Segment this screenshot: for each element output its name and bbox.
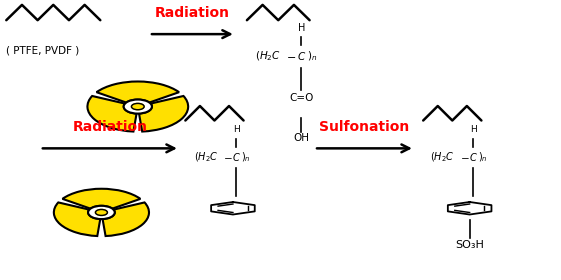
- Text: H: H: [233, 125, 240, 134]
- Text: Radiation: Radiation: [72, 120, 148, 134]
- Text: H: H: [297, 23, 305, 33]
- Text: SO₃H: SO₃H: [455, 240, 484, 250]
- Text: $)_n$: $)_n$: [478, 150, 488, 164]
- Text: Radiation: Radiation: [155, 6, 230, 20]
- Text: $-$: $-$: [459, 152, 469, 162]
- Text: $)_n$: $)_n$: [241, 150, 251, 164]
- Text: $(H_2C$: $(H_2C$: [430, 150, 455, 164]
- Wedge shape: [139, 96, 188, 132]
- Circle shape: [89, 206, 114, 219]
- Wedge shape: [54, 202, 100, 236]
- Wedge shape: [103, 202, 149, 236]
- Text: H: H: [470, 125, 476, 134]
- Circle shape: [95, 209, 107, 215]
- Text: ( PTFE, PVDF ): ( PTFE, PVDF ): [6, 45, 80, 55]
- Text: Sulfonation: Sulfonation: [319, 120, 410, 134]
- Circle shape: [125, 100, 151, 113]
- Text: C=O: C=O: [289, 93, 314, 103]
- Text: $C$: $C$: [232, 151, 241, 163]
- Text: OH: OH: [293, 133, 309, 143]
- Text: $-$: $-$: [223, 152, 232, 162]
- Text: $(H_2C$: $(H_2C$: [255, 50, 281, 63]
- Wedge shape: [62, 189, 140, 209]
- Text: $)_n$: $)_n$: [307, 50, 318, 63]
- Wedge shape: [88, 96, 136, 132]
- Text: $C$: $C$: [297, 50, 306, 62]
- Wedge shape: [96, 81, 179, 102]
- Text: $(H_2C$: $(H_2C$: [194, 150, 218, 164]
- Text: $-$: $-$: [286, 52, 296, 61]
- Text: $C$: $C$: [468, 151, 477, 163]
- Circle shape: [131, 103, 144, 110]
